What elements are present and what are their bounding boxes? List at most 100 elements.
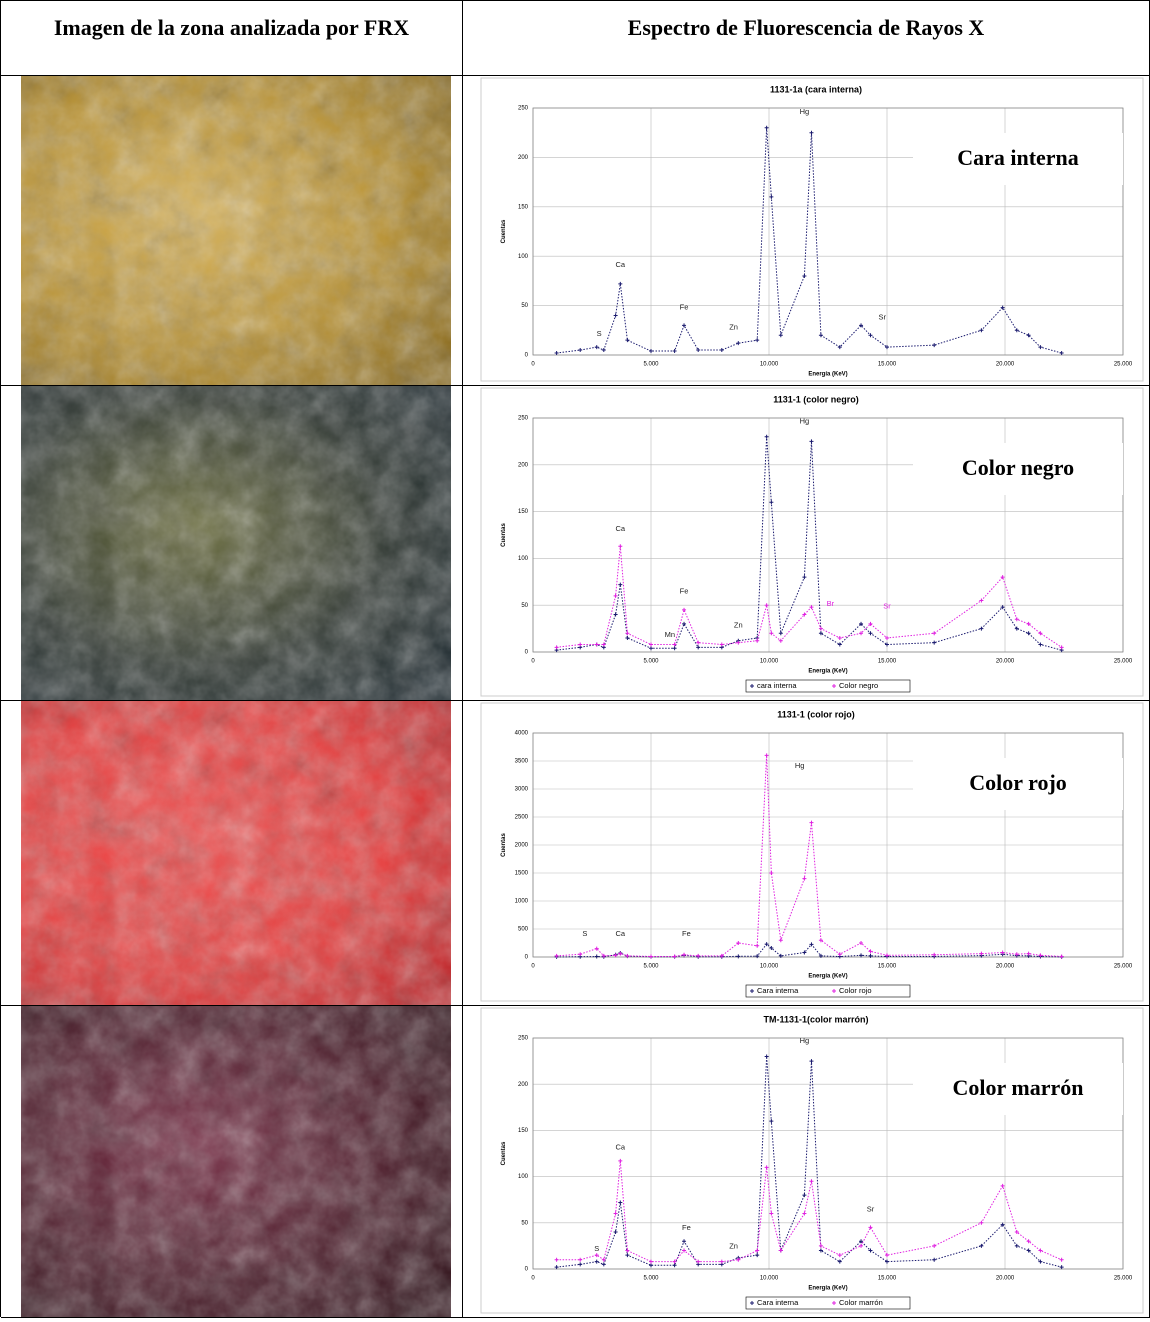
chart-title: TM-1131-1(color marrón)	[763, 1014, 868, 1024]
peak-label: Ca	[616, 929, 626, 938]
y-tick-label: 3500	[515, 759, 529, 765]
panel-label: Color negro	[962, 455, 1074, 480]
x-axis-label: Energía (KeV)	[808, 1286, 847, 1292]
x-tick-label: 10.000	[760, 1276, 779, 1282]
spectrum-chart: 1131-1a (cara interna)05010015020025005.…	[463, 76, 1149, 385]
peak-label: S	[597, 329, 602, 338]
y-tick-label: 50	[521, 1220, 528, 1226]
y-tick-label: 100	[518, 1174, 529, 1180]
header-cell: Espectro de Fluorescencia de Rayos X	[463, 1, 1150, 76]
chart-cell: 1131-1a (cara interna)05010015020025005.…	[463, 76, 1150, 386]
x-tick-label: 10.000	[760, 362, 779, 368]
chart-title: 1131-1 (color rojo)	[777, 709, 855, 719]
x-tick-label: 5.000	[643, 659, 659, 665]
peak-label: Sr	[867, 1204, 875, 1213]
x-tick-label: 15.000	[878, 1276, 897, 1282]
y-tick-label: 200	[518, 1082, 529, 1088]
y-tick-label: 1500	[515, 871, 529, 877]
peak-label: Sr	[883, 602, 891, 611]
y-tick-label: 150	[518, 204, 529, 210]
peak-label: Hg	[800, 1036, 810, 1045]
image-cell	[1, 386, 463, 701]
peak-label: S	[582, 929, 587, 938]
x-tick-label: 15.000	[878, 964, 897, 970]
x-tick-label: 15.000	[878, 362, 897, 368]
image-cell	[1, 701, 463, 1006]
chart-title: 1131-1a (cara interna)	[770, 84, 862, 94]
y-tick-label: 500	[518, 927, 529, 933]
y-tick-label: 200	[518, 155, 529, 161]
chart-cell: TM-1131-1(color marrón)05010015020025005…	[463, 1006, 1150, 1318]
peak-label: Ca	[616, 260, 626, 269]
peak-label: Ca	[616, 1143, 626, 1152]
y-axis-label: Cuentas	[501, 833, 507, 857]
page: Imagen de la zona analizada por FRX Espe…	[0, 0, 1150, 1317]
y-tick-label: 250	[518, 106, 529, 112]
table: Imagen de la zona analizada por FRX Espe…	[0, 0, 1150, 1317]
x-tick-label: 20.000	[996, 659, 1015, 665]
panel-label: Cara interna	[957, 145, 1079, 170]
peak-label: Zn	[734, 620, 743, 629]
legend: cara internaColor negro	[746, 680, 910, 692]
y-axis-label: Cuentas	[501, 1141, 507, 1165]
peak-label: Hg	[800, 416, 810, 425]
header-cell: Imagen de la zona analizada por FRX	[1, 1, 463, 76]
chart-title: 1131-1 (color negro)	[773, 394, 859, 404]
peak-label: Ca	[616, 524, 626, 533]
peak-label: S	[594, 1244, 599, 1253]
x-tick-label: 20.000	[996, 362, 1015, 368]
legend-label: Color negro	[839, 681, 878, 690]
panel-label: Color rojo	[969, 770, 1067, 795]
y-tick-label: 3000	[515, 787, 529, 793]
legend-label: Cara interna	[757, 1298, 799, 1307]
x-tick-label: 25.000	[1114, 1276, 1133, 1282]
peak-label: Br	[827, 599, 835, 608]
x-tick-label: 20.000	[996, 964, 1015, 970]
x-tick-label: 5.000	[643, 1276, 659, 1282]
y-tick-label: 100	[518, 254, 529, 260]
sample-photo	[1, 76, 461, 385]
peak-label: Zn	[729, 322, 738, 331]
y-tick-label: 2500	[515, 815, 529, 821]
x-tick-label: 5.000	[643, 362, 659, 368]
x-tick-label: 15.000	[878, 659, 897, 665]
y-tick-label: 250	[518, 416, 529, 422]
y-axis-label: Cuentas	[501, 523, 507, 547]
peak-label: Zn	[729, 1241, 738, 1250]
chart-frame	[481, 1008, 1143, 1313]
x-tick-label: 25.000	[1114, 659, 1133, 665]
sample-photo	[1, 386, 461, 700]
y-tick-label: 2000	[515, 843, 529, 849]
x-axis-label: Energía (KeV)	[808, 372, 847, 378]
y-tick-label: 1000	[515, 899, 529, 905]
y-tick-label: 50	[521, 303, 528, 309]
peak-label: Sr	[879, 312, 887, 321]
legend-label: Cara interna	[757, 986, 799, 995]
sample-photo	[1, 701, 461, 1005]
peak-label: Fe	[680, 587, 689, 596]
legend-label: Color marrón	[839, 1298, 883, 1307]
x-axis-label: Energía (KeV)	[808, 974, 847, 980]
spectrum-chart: 1131-1 (color rojo)050010001500200025003…	[463, 701, 1149, 1005]
x-tick-label: 20.000	[996, 1276, 1015, 1282]
x-tick-label: 5.000	[643, 964, 659, 970]
chart-cell: 1131-1 (color negro)05010015020025005.00…	[463, 386, 1150, 701]
legend-label: Color rojo	[839, 986, 872, 995]
x-tick-label: 25.000	[1114, 964, 1133, 970]
y-tick-label: 50	[521, 603, 528, 609]
peak-label: Fe	[680, 303, 689, 312]
peak-label: Fe	[682, 1223, 691, 1232]
chart-cell: 1131-1 (color rojo)050010001500200025003…	[463, 701, 1150, 1006]
peak-label: Mn	[665, 630, 675, 639]
y-tick-label: 150	[518, 509, 529, 515]
image-cell	[1, 1006, 463, 1318]
x-tick-label: 10.000	[760, 964, 779, 970]
image-cell	[1, 76, 463, 386]
y-axis-label: Cuentas	[501, 219, 507, 243]
y-tick-label: 100	[518, 556, 529, 562]
x-tick-label: 10.000	[760, 659, 779, 665]
y-tick-label: 4000	[515, 731, 529, 737]
y-tick-label: 250	[518, 1036, 529, 1042]
